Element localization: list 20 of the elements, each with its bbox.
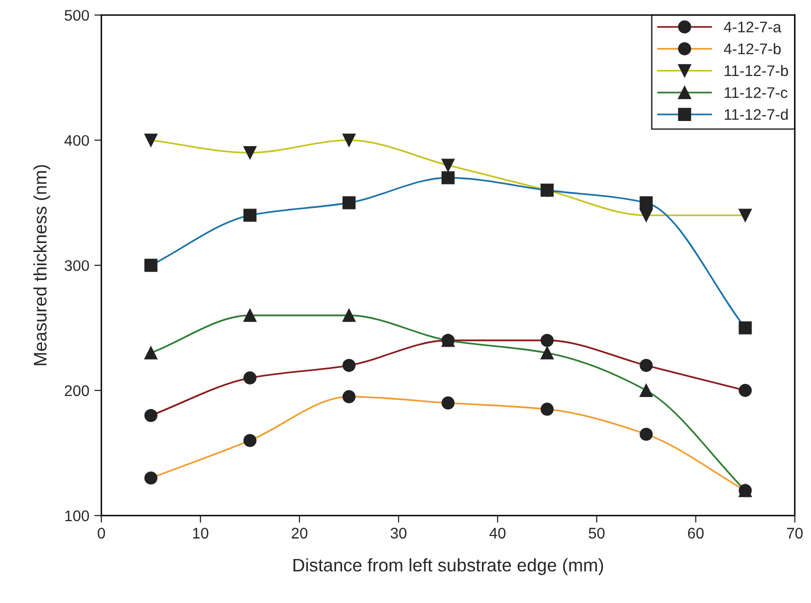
legend-label: 11-12-7-d <box>724 108 788 120</box>
x-tick-label: 40 <box>489 528 506 539</box>
y-tick-label: 200 <box>64 385 89 396</box>
legend-label: 11-12-7-b <box>724 64 788 76</box>
x-axis-title: Distance from left substrate edge (mm) <box>294 558 603 576</box>
x-tick-label: 70 <box>787 528 803 539</box>
legend-label: 4-12-7-b <box>724 43 781 54</box>
legend-label: 11-12-7-c <box>724 87 788 98</box>
x-tick-label: 30 <box>390 528 406 539</box>
y-axis-title: Measured thickness (nm) <box>33 165 50 366</box>
x-tick-label: 0 <box>98 528 106 539</box>
x-tick-label: 20 <box>292 528 308 539</box>
y-tick-label: 300 <box>64 260 89 272</box>
x-tick-label: 10 <box>193 528 208 539</box>
y-tick-label: 400 <box>64 135 89 146</box>
x-tick-label: 60 <box>688 528 704 539</box>
y-tick-label: 100 <box>65 510 89 522</box>
y-tick-label: 500 <box>64 10 89 21</box>
x-tick-label: 50 <box>588 528 605 539</box>
legend-label: 4-12-7-a <box>724 22 782 32</box>
